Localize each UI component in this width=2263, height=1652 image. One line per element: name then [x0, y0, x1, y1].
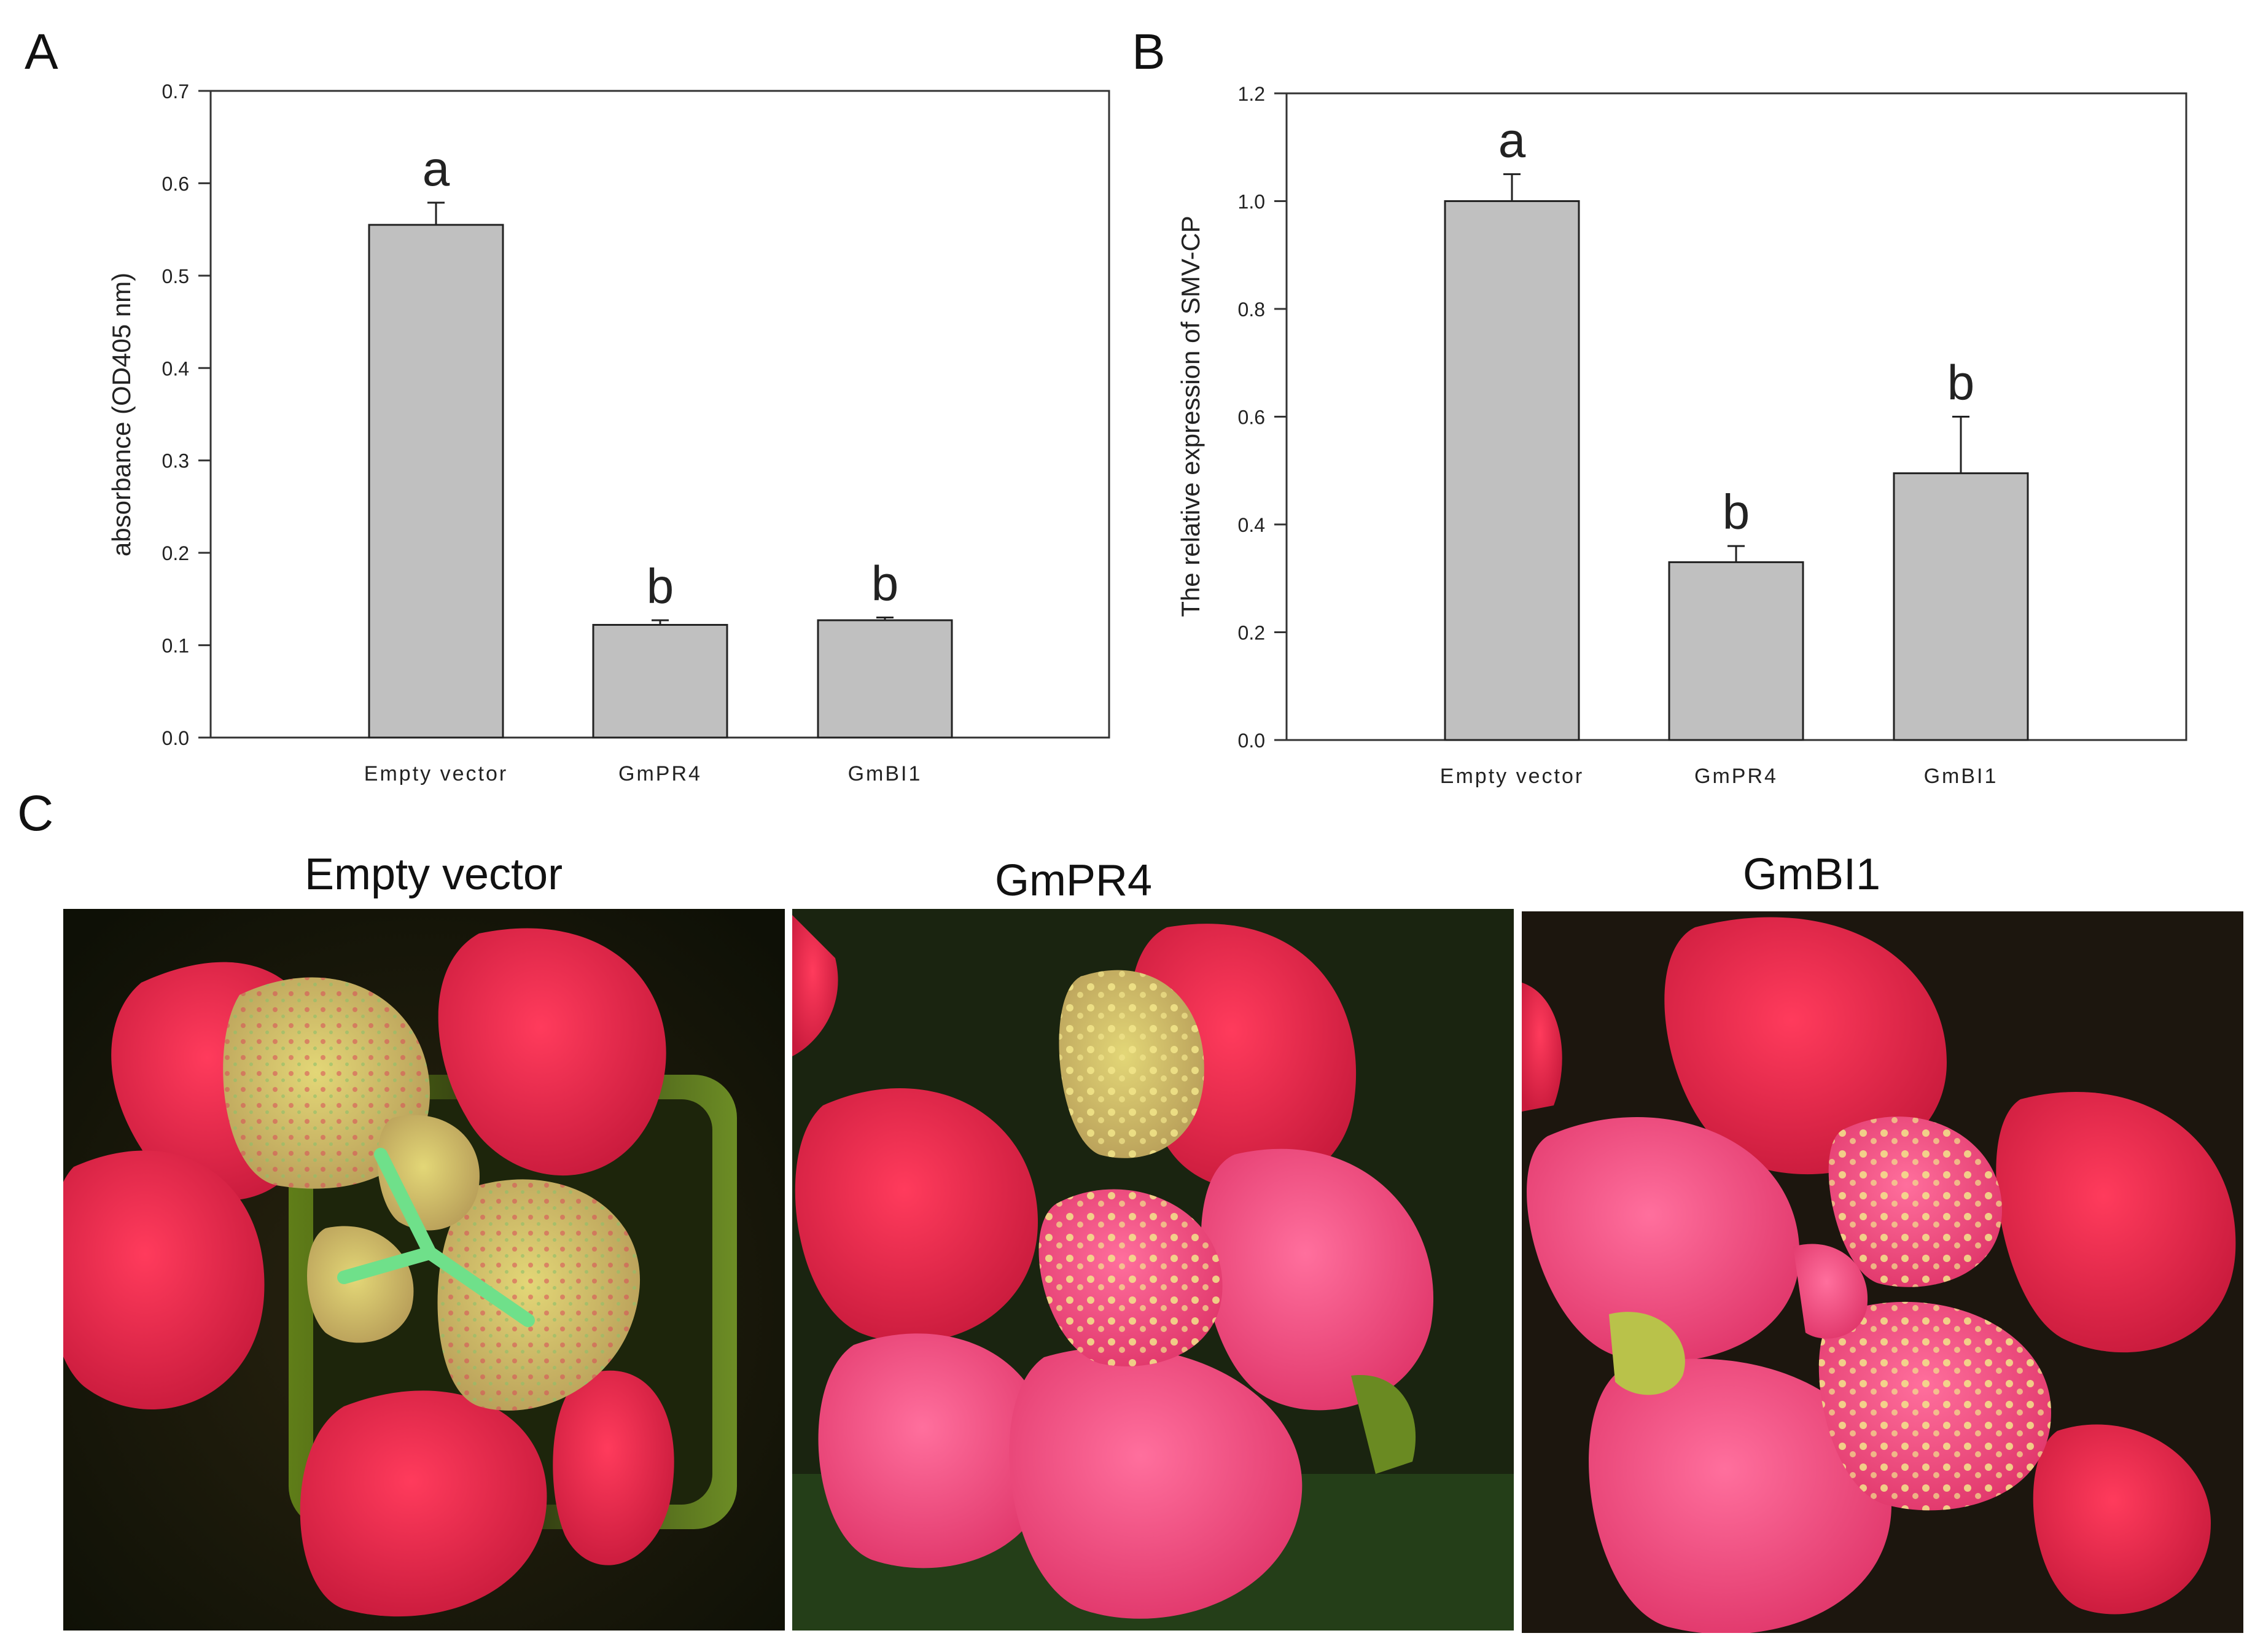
x-tick-label: GmPR4 [618, 762, 702, 785]
photo-label-gmbi1: GmBI1 [1743, 850, 1880, 899]
y-tick-label: 0.0 [1238, 730, 1265, 752]
plant-photo-gmbi1 [1522, 911, 2243, 1633]
y-tick-label: 0.4 [1238, 514, 1265, 536]
significance-letter: a [423, 141, 450, 196]
x-tick-label: GmBI1 [848, 762, 922, 785]
y-tick-label: 0.1 [162, 635, 189, 657]
y-tick-label: 0.7 [162, 80, 189, 103]
y-tick-label: 1.2 [1238, 83, 1265, 105]
y-tick-label: 0.8 [1238, 298, 1265, 321]
panel-label-c: C [17, 785, 53, 841]
significance-letter: b [871, 556, 899, 610]
y-tick-label: 0.6 [1238, 407, 1265, 429]
y-tick-label: 0.3 [162, 450, 189, 472]
bar [1444, 200, 1580, 741]
photo-label-empty-vector: Empty vector [305, 850, 563, 899]
photo-label-gmpr4: GmPR4 [995, 856, 1152, 905]
y-tick-label: 0.5 [162, 265, 189, 287]
y-tick-label: 0.2 [1238, 622, 1265, 644]
y-tick-label: 0.0 [162, 727, 189, 749]
bar [1668, 561, 1804, 741]
bar [368, 224, 504, 739]
y-tick-label: 1.0 [1238, 191, 1265, 213]
significance-letter: b [647, 559, 674, 614]
photo-separator [1514, 909, 1522, 1634]
photo-separator [785, 909, 792, 1634]
y-axis-label: absorbance (OD405 nm) [107, 273, 136, 556]
y-tick-label: 0.4 [162, 357, 189, 380]
y-tick-label: 0.6 [162, 173, 189, 195]
bar-chart-a: absorbance (OD405 nm) 0.0 0.1 0.2 0.3 0.4 0.5… [107, 80, 1110, 785]
plant-photo-gmpr4 [792, 909, 1514, 1631]
significance-letter: b [1723, 485, 1750, 539]
bar [1893, 472, 2029, 741]
significance-letter: b [1947, 356, 1975, 410]
plant-photo-empty-vector [63, 909, 785, 1631]
x-tick-label: Empty vector [364, 762, 508, 785]
panel-label-b: B [1132, 24, 1166, 80]
y-tick-label: 0.2 [162, 542, 189, 564]
x-tick-label: GmPR4 [1694, 765, 1778, 788]
panel-label-a: A [25, 24, 58, 80]
significance-letter: a [1498, 113, 1526, 168]
bar [817, 619, 953, 739]
x-tick-label: Empty vector [1440, 765, 1584, 788]
x-tick-label: GmBI1 [1924, 765, 1998, 788]
bar [592, 623, 728, 739]
y-axis-label: The relative expression of SMV-CP [1176, 216, 1205, 617]
bar-chart-b: The relative expression of SMV-CP 0.0 0.2… [1176, 83, 2187, 788]
